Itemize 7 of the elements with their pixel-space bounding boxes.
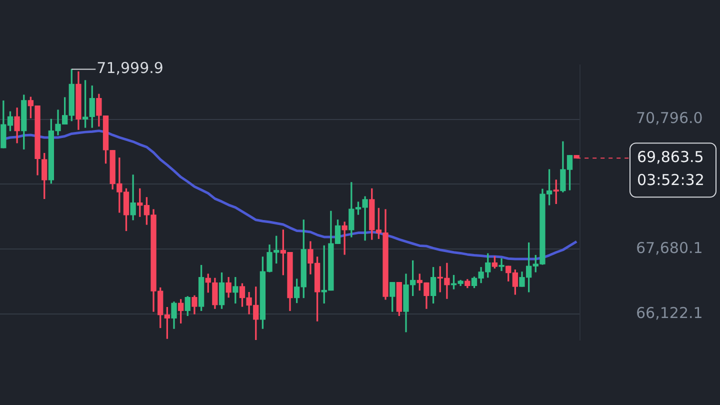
ref-line-label: 69,863.5 [637, 148, 704, 166]
annotation: 71,999.9 [96, 59, 164, 78]
y-tick-label: 66,122.1 [636, 304, 703, 322]
candlestick [498, 258, 504, 272]
y-tick-label: 70,796.0 [636, 109, 703, 128]
y-tick-label: 67,680.1 [636, 238, 703, 257]
text: 03:52:32 [637, 171, 704, 190]
